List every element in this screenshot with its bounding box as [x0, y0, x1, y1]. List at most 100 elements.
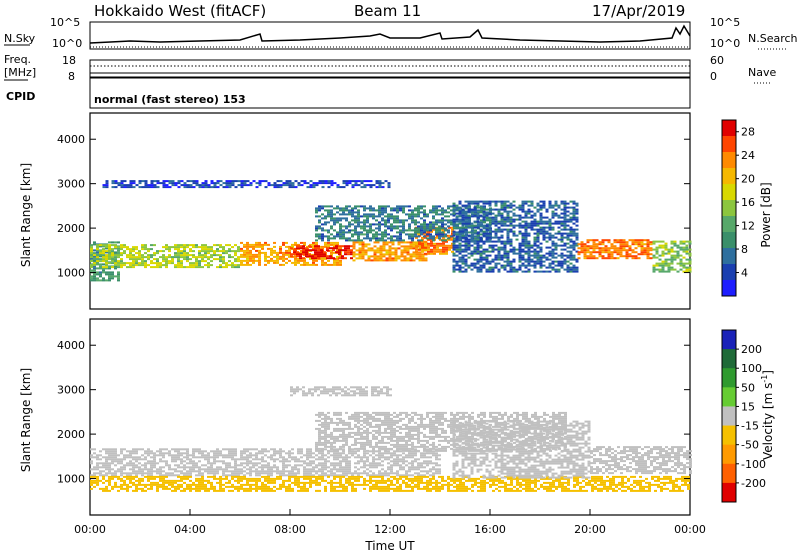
data-cell — [180, 479, 183, 482]
data-cell — [198, 448, 201, 451]
data-cell — [318, 468, 321, 471]
data-cell — [96, 466, 99, 469]
data-cell — [189, 184, 193, 187]
data-cell — [545, 216, 549, 219]
data-cell — [423, 466, 426, 469]
data-cell — [174, 256, 177, 259]
data-cell — [102, 271, 105, 274]
data-cell — [631, 249, 635, 252]
data-cell — [387, 477, 390, 480]
data-cell — [234, 487, 237, 490]
data-cell — [279, 184, 283, 187]
data-cell — [105, 186, 109, 189]
data-cell — [497, 212, 501, 215]
data-cell — [204, 458, 207, 461]
data-cell — [658, 270, 662, 273]
data-cell — [476, 242, 480, 245]
data-cell — [372, 217, 375, 220]
data-cell — [557, 214, 561, 217]
data-cell — [369, 450, 372, 453]
data-cell — [297, 481, 300, 484]
data-cell — [177, 252, 180, 255]
data-cell — [162, 466, 165, 469]
data-cell — [378, 454, 381, 457]
data-cell — [619, 249, 623, 252]
data-cell — [177, 248, 180, 251]
data-cell — [566, 238, 570, 241]
data-cell — [548, 232, 552, 235]
data-cell — [204, 483, 207, 486]
data-cell — [336, 221, 339, 224]
data-cell — [315, 239, 318, 242]
data-cell — [470, 250, 474, 253]
data-cell — [369, 229, 372, 232]
data-cell — [370, 259, 374, 262]
data-cell — [512, 232, 516, 235]
data-cell — [219, 487, 222, 490]
data-cell — [93, 479, 96, 482]
data-cell — [688, 260, 692, 263]
data-cell — [488, 202, 492, 205]
data-cell — [442, 248, 445, 251]
data-cell — [488, 250, 492, 253]
data-cell — [338, 249, 341, 252]
data-cell — [682, 264, 686, 267]
data-cell — [551, 228, 555, 231]
data-cell — [264, 243, 267, 246]
data-cell — [426, 452, 429, 455]
data-cell — [607, 249, 611, 252]
data-cell — [246, 477, 249, 480]
data-cell — [282, 485, 285, 488]
data-cell — [569, 212, 573, 215]
data-cell — [342, 470, 345, 473]
data-cell — [288, 464, 291, 467]
data-cell — [150, 466, 153, 469]
data-cell — [500, 224, 504, 227]
data-cell — [406, 257, 410, 260]
data-cell — [447, 215, 450, 218]
data-cell — [354, 456, 357, 459]
data-cell — [390, 223, 393, 226]
data-cell — [381, 207, 384, 210]
data-cell — [282, 479, 285, 482]
data-cell — [213, 477, 216, 480]
data-cell — [102, 256, 105, 259]
data-cell — [464, 210, 468, 213]
data-cell — [509, 216, 513, 219]
data-cell — [108, 462, 111, 465]
data-cell — [114, 265, 117, 268]
data-cell — [258, 462, 261, 465]
data-cell — [213, 182, 217, 185]
data-cell — [327, 221, 330, 224]
data-cell — [503, 202, 507, 205]
data-cell — [222, 487, 225, 490]
data-cell — [279, 470, 282, 473]
data-cell — [378, 213, 381, 216]
data-cell — [464, 238, 468, 241]
data-cell — [387, 213, 390, 216]
data-cell — [655, 268, 659, 271]
data-cell — [390, 483, 393, 486]
data-cell — [685, 268, 689, 271]
data-cell — [497, 240, 501, 243]
data-cell — [276, 255, 279, 258]
data-cell — [429, 229, 432, 232]
data-cell — [290, 255, 293, 258]
data-cell — [467, 222, 471, 225]
data-cell — [393, 219, 396, 222]
data-cell — [455, 236, 459, 239]
data-cell — [554, 222, 558, 225]
data-cell — [464, 242, 468, 245]
data-cell — [452, 210, 456, 213]
data-cell — [379, 245, 383, 248]
data-cell — [120, 452, 123, 455]
data-cell — [96, 244, 99, 247]
data-cell — [249, 472, 252, 475]
data-cell — [458, 218, 462, 221]
data-cell — [524, 230, 528, 233]
data-cell — [216, 470, 219, 473]
data-cell — [225, 250, 228, 253]
data-cell — [569, 240, 573, 243]
data-cell — [455, 238, 459, 241]
data-cell — [339, 462, 342, 465]
